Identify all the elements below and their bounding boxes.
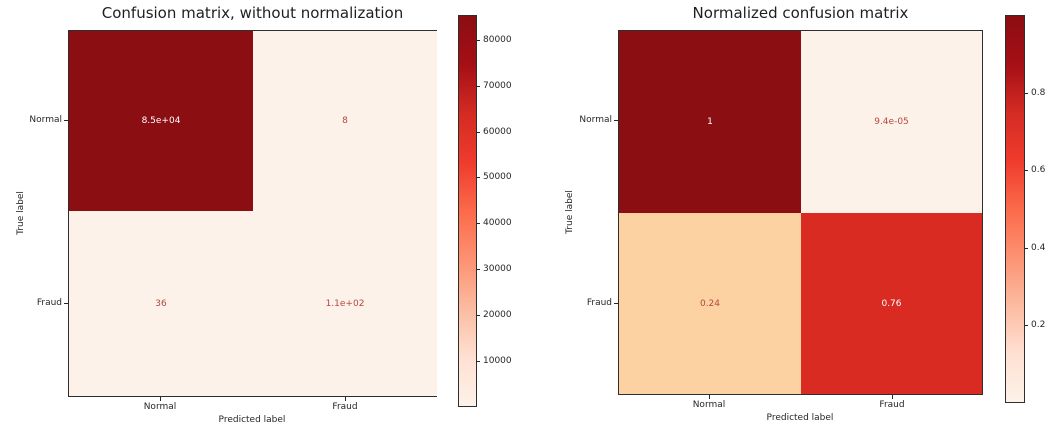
heatmap-cell: 0.24 [619,213,801,394]
colorbar-tick-label: 60000 [483,127,512,137]
colorbar-tickmark [477,315,480,316]
cell-value: 8 [342,116,348,126]
cell-value: 1 [707,117,713,127]
colorbar-tick-label: 0.2 [1031,320,1046,330]
x-tick-label-normal: Normal [692,400,726,410]
x-tickmark [160,397,161,401]
colorbar-tick-label: 0.8 [1031,88,1046,98]
y-tick-label-fraud: Fraud [36,298,62,308]
x-tickmark [709,395,710,399]
heatmap-cell: 8.5e+04 [69,31,253,211]
x-tick-label-fraud: Fraud [879,400,905,410]
heatmap-cell: 1.1e+02 [253,211,437,396]
cell-value: 8.5e+04 [141,116,181,126]
y-tick-label-fraud: Fraud [586,298,612,308]
heatmap-normalized: 1 9.4e-05 0.24 0.76 [618,30,983,395]
colorbar-tick-label: 10000 [483,356,512,366]
colorbar-tick-label: 40000 [483,218,512,228]
colorbar-tick-label: 80000 [483,35,512,45]
colorbar-tickmark [477,40,480,41]
y-tick-label-normal: Normal [29,115,62,125]
colorbar-tick-label: 30000 [483,264,512,274]
colorbar-tickmark [1025,325,1028,326]
x-axis-label: Predicted label [218,415,286,425]
cell-value: 0.24 [699,298,721,309]
colorbar-raw [458,15,477,407]
colorbar-tickmark [1025,170,1028,171]
colorbar-tick-label: 0.4 [1031,243,1046,253]
y-tick-label-normal: Normal [579,115,612,125]
y-tickmark [64,120,68,121]
y-axis-label: True label [565,190,575,234]
x-tick-label-normal: Normal [143,402,177,412]
cell-value: 1.1e+02 [325,298,365,309]
heatmap-cell: 36 [69,211,253,396]
colorbar-tickmark [477,86,480,87]
heatmap-raw: 8.5e+04 8 36 1.1e+02 [68,30,437,397]
colorbar-tickmark [477,177,480,178]
colorbar-tickmark [1025,248,1028,249]
x-axis-label: Predicted label [766,413,834,423]
y-tickmark [64,303,68,304]
x-tickmark [892,395,893,399]
cell-value: 36 [155,298,167,309]
x-tickmark [345,397,346,401]
colorbar-tick-label: 70000 [483,81,512,91]
cell-value: 0.76 [881,298,902,309]
colorbar-tick-label: 0.6 [1031,165,1046,175]
cell-value: 9.4e-05 [874,117,909,127]
colorbar-tickmark [477,223,480,224]
colorbar-tickmark [1025,93,1028,94]
heatmap-cell: 9.4e-05 [801,31,982,213]
y-tickmark [614,120,618,121]
colorbar-tickmark [477,361,480,362]
colorbar-tickmark [477,269,480,270]
chart-title-raw: Confusion matrix, without normalization [101,4,404,22]
colorbar-normalized [1005,15,1025,403]
heatmap-cell: 1 [619,31,801,213]
chart-title-normalized: Normalized confusion matrix [692,4,909,22]
x-tick-label-fraud: Fraud [332,402,358,412]
heatmap-cell: 8 [253,31,437,211]
colorbar-tick-label: 50000 [483,172,512,182]
heatmap-cell: 0.76 [801,213,982,394]
colorbar-tickmark [477,132,480,133]
colorbar-tick-label: 20000 [483,310,512,320]
y-tickmark [614,303,618,304]
